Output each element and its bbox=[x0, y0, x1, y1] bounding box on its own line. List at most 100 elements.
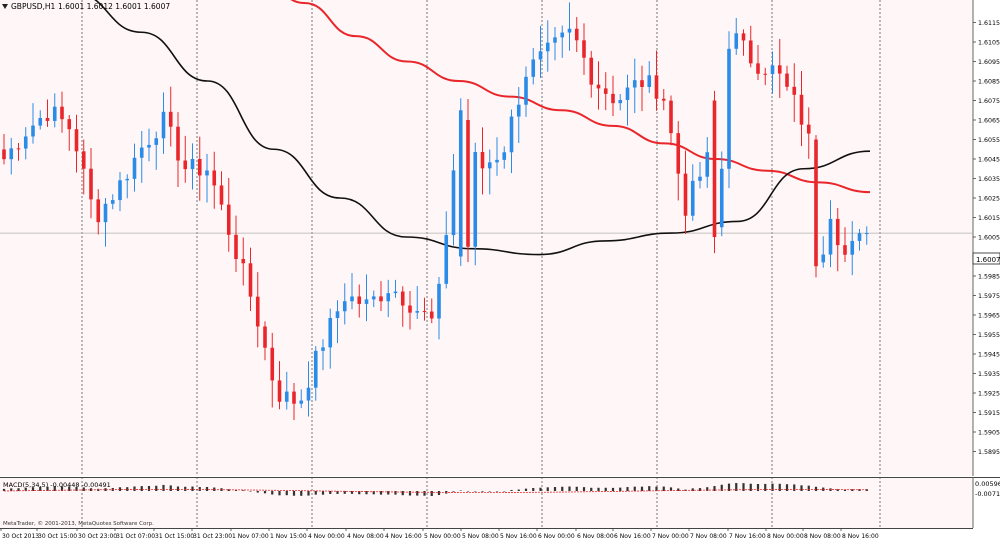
time-label-text: 7 Nov 16:00 bbox=[729, 533, 766, 540]
macd-bar bbox=[31, 487, 35, 491]
macd-bar bbox=[336, 491, 339, 494]
candle bbox=[255, 272, 260, 348]
time-label: 31 Oct 23:00 bbox=[191, 528, 232, 540]
time-label: 1 Nov 07:00 bbox=[230, 528, 269, 540]
macd-bar bbox=[292, 491, 296, 496]
macd-bar bbox=[561, 486, 564, 491]
price-tick-label: 1.5965 bbox=[978, 313, 1000, 320]
macd-bar bbox=[60, 486, 64, 491]
candle bbox=[96, 189, 101, 235]
candle bbox=[582, 23, 586, 75]
candle bbox=[502, 146, 507, 169]
macd-bar bbox=[568, 486, 571, 491]
macd-bar bbox=[626, 487, 629, 491]
macd-bar bbox=[24, 487, 27, 491]
candle bbox=[690, 164, 695, 221]
candle bbox=[205, 153, 209, 203]
time-label-text: 1 Nov 07:00 bbox=[232, 533, 269, 540]
candle bbox=[190, 143, 195, 190]
candle bbox=[393, 279, 398, 298]
time-label-text: 8 Nov 16:00 bbox=[842, 533, 879, 540]
time-label-text: 1 Nov 15:00 bbox=[270, 533, 307, 540]
macd-bar bbox=[17, 488, 20, 491]
candle bbox=[857, 228, 862, 251]
day-separator-lines bbox=[81, 0, 881, 476]
candle bbox=[270, 332, 275, 408]
macd-panel[interactable]: MACD(5,34,5) -0.00448 -0.00491 0.00596 -… bbox=[0, 477, 1000, 528]
macd-bar bbox=[162, 484, 165, 491]
price-tick-label: 1.6115 bbox=[978, 20, 1000, 27]
time-label-text: 6 Nov 08:00 bbox=[577, 533, 614, 540]
candle bbox=[277, 361, 282, 410]
candle bbox=[400, 286, 405, 327]
time-label-text: 7 Nov 00:00 bbox=[652, 533, 689, 540]
macd-bar bbox=[423, 491, 426, 496]
candle bbox=[328, 308, 333, 369]
macd-bar bbox=[677, 488, 680, 491]
time-label-text: 30 Oct 2013 bbox=[2, 533, 39, 540]
candle bbox=[371, 290, 376, 308]
macd-bar bbox=[698, 488, 702, 491]
candle bbox=[647, 61, 652, 93]
candle bbox=[212, 151, 217, 209]
time-label: 4 Nov 08:00 bbox=[345, 528, 384, 540]
candle bbox=[509, 109, 514, 174]
macd-bar bbox=[655, 486, 658, 491]
macd-histogram bbox=[2, 483, 868, 497]
candle bbox=[379, 281, 383, 312]
macd-bar bbox=[517, 489, 520, 491]
price-tick-label: 1.6075 bbox=[978, 98, 1000, 105]
candle bbox=[2, 133, 6, 165]
macd-bar bbox=[778, 483, 781, 491]
macd-bar bbox=[53, 486, 56, 491]
macd-bar bbox=[213, 487, 216, 491]
time-label-text: 5 Nov 16:00 bbox=[500, 533, 537, 540]
macd-bar bbox=[401, 491, 404, 496]
candle bbox=[139, 131, 144, 183]
price-chart[interactable]: 1.6115 1.6105 1.6095 1.6085 1.6075 1.6065 1.60… bbox=[0, 0, 1000, 476]
candle bbox=[741, 29, 746, 56]
macd-bar bbox=[793, 484, 796, 491]
chart-ohlc-values: 1.6001 1.6012 1.6001 1.6007 bbox=[58, 2, 170, 11]
candle bbox=[451, 153, 456, 246]
candle bbox=[538, 25, 543, 78]
chart-background bbox=[0, 0, 973, 476]
macd-bar bbox=[176, 486, 180, 491]
candle bbox=[495, 137, 499, 176]
time-label: 8 Nov 16:00 bbox=[840, 528, 879, 540]
price-tick-label: 1.6035 bbox=[978, 176, 1000, 183]
macd-bar bbox=[147, 485, 151, 491]
candle bbox=[806, 107, 811, 159]
candle bbox=[727, 31, 731, 189]
candle bbox=[480, 127, 485, 195]
time-label: 30 Oct 2013 bbox=[0, 528, 39, 540]
time-label: 31 Oct 07:00 bbox=[114, 528, 155, 540]
candle bbox=[654, 50, 659, 111]
time-label: 6 Nov 08:00 bbox=[575, 528, 614, 540]
candle bbox=[429, 298, 434, 324]
macd-bar bbox=[669, 487, 673, 491]
price-scale-background bbox=[973, 0, 1000, 476]
candle bbox=[683, 150, 688, 235]
candle bbox=[734, 17, 739, 55]
chart-title: GBPUSD,H1 1.6001 1.6012 1.6001 1.6007 bbox=[2, 2, 170, 11]
candle bbox=[640, 65, 644, 112]
candle bbox=[67, 115, 72, 151]
macd-bar bbox=[314, 491, 317, 495]
price-tick-label: 1.5895 bbox=[978, 449, 1000, 456]
candle bbox=[350, 273, 354, 310]
macd-bar bbox=[459, 490, 462, 491]
macd-bar bbox=[205, 486, 209, 491]
time-label-text: 5 Nov 00:00 bbox=[424, 533, 461, 540]
macd-bar bbox=[553, 487, 557, 491]
macd-bar bbox=[662, 486, 665, 491]
candle bbox=[473, 142, 478, 266]
macd-bar bbox=[263, 491, 267, 494]
time-label: 30 Oct 15:00 bbox=[36, 528, 77, 540]
candle bbox=[777, 38, 782, 98]
candle bbox=[16, 142, 21, 161]
price-tick-label: 1.6005 bbox=[978, 235, 1000, 242]
macd-bar bbox=[524, 488, 528, 491]
price-tick-label: 1.5945 bbox=[978, 352, 1000, 359]
time-label: 6 Nov 00:00 bbox=[536, 528, 575, 540]
